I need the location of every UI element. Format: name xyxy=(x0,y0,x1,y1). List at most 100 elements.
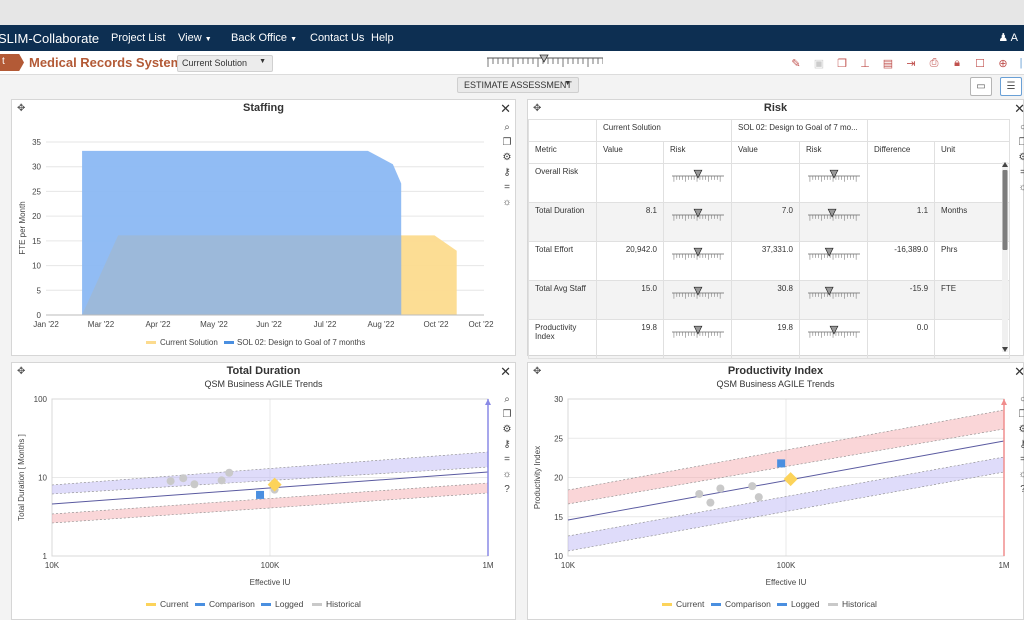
productivity-index-chart: 10 15 20 25 30 10K 100K 1M Effective IU Productiv… xyxy=(533,395,1010,609)
nav-back-office[interactable]: Back Office ▼ xyxy=(231,32,297,44)
help-icon[interactable]: ? xyxy=(1017,484,1024,496)
close-icon[interactable]: ✕ xyxy=(500,101,511,116)
save-icon[interactable]: ▣ xyxy=(813,57,825,70)
pencil-icon[interactable]: ✎ xyxy=(791,57,801,70)
nav-contact-us[interactable]: Contact Us xyxy=(310,32,365,44)
overlap-area xyxy=(82,235,402,315)
lock-icon[interactable]: 🔒︎ xyxy=(954,56,960,69)
key-icon[interactable]: ⚷ xyxy=(503,167,511,178)
zoom-icon[interactable]: ⌕ xyxy=(504,122,510,133)
historical-point xyxy=(179,474,188,483)
historical-point xyxy=(706,498,715,507)
historical-point xyxy=(754,493,763,502)
circle-icon[interactable]: ○ xyxy=(1019,394,1024,405)
risk-sol-gauge-cell xyxy=(798,280,869,320)
risk-sol-value: 7.0 xyxy=(731,202,800,242)
current-marker-arrow xyxy=(485,399,491,405)
nav-help[interactable]: Help xyxy=(371,32,394,44)
copy-icon[interactable]: ❐ xyxy=(1018,137,1024,148)
settings-icon[interactable]: ⚙ xyxy=(1018,152,1024,163)
close-icon[interactable]: ✕ xyxy=(500,364,511,379)
risk-gauge xyxy=(671,169,724,182)
single-view-button[interactable]: ▭ xyxy=(970,77,992,96)
risk-difference: -16,389.0 xyxy=(867,241,936,281)
chat-icon[interactable]: ☐ xyxy=(975,57,985,70)
key-icon[interactable]: ⚷ xyxy=(1019,439,1024,450)
bulb-icon[interactable]: ☼ xyxy=(1018,182,1024,193)
y-tick-label: 20 xyxy=(32,212,41,221)
duration-title: Total Duration xyxy=(226,365,301,377)
settings-icon[interactable]: ⚙ xyxy=(1018,424,1024,435)
circle-icon[interactable]: ○ xyxy=(1019,122,1024,133)
print-icon[interactable]: ⎙ xyxy=(929,56,939,69)
x-tick-label: Apr '22 xyxy=(145,320,171,329)
upper-band-edge xyxy=(567,428,1005,505)
more-icon[interactable]: | xyxy=(1019,57,1023,69)
lower-band-edge xyxy=(567,471,1005,552)
copy-icon[interactable]: ❐ xyxy=(1018,409,1024,420)
scrollbar-thumb[interactable] xyxy=(1002,170,1008,250)
bulb-icon[interactable]: ☼ xyxy=(502,197,512,208)
lower-band-edge xyxy=(51,482,489,515)
solution-select-value: Current Solution xyxy=(182,58,248,68)
settings-icon[interactable]: ⚙ xyxy=(502,152,512,163)
x-axis-label: Effective IU xyxy=(250,578,291,587)
copy-icon[interactable]: ❐ xyxy=(502,137,512,148)
bulb-icon[interactable]: ☼ xyxy=(1018,469,1024,480)
equals-icon[interactable]: = xyxy=(1020,167,1024,178)
risk-sol-gauge-cell xyxy=(798,319,869,359)
dashboard-view-button[interactable]: ☰ xyxy=(1000,77,1022,96)
solution-select[interactable]: Current Solution ▼ xyxy=(177,55,273,72)
user-icon: ♟ xyxy=(998,32,1009,44)
zoom-icon[interactable]: ⌕ xyxy=(504,394,510,405)
y-axis-label: FTE per Month xyxy=(18,201,27,254)
risk-gauge xyxy=(807,169,860,182)
close-icon[interactable]: ✕ xyxy=(1014,364,1024,379)
legend-swatch-logged xyxy=(777,603,787,606)
settings-icon[interactable]: ⚙ xyxy=(502,424,512,435)
x-tick-label: Jun '22 xyxy=(256,320,282,329)
move-icon[interactable]: ✥ xyxy=(533,103,542,114)
risk-col-difference: Difference xyxy=(867,141,936,164)
nav-project-list[interactable]: Project List xyxy=(111,32,166,44)
legend-label-current: Current Solution xyxy=(160,338,218,347)
back-tab[interactable]: t xyxy=(0,54,24,71)
equals-icon[interactable]: = xyxy=(504,454,510,465)
risk-row: Total Avg Staff 15.0 30.8 -15.9 FTE xyxy=(528,280,1011,320)
equals-icon[interactable]: = xyxy=(1020,454,1024,465)
chevron-down-icon: ▼ xyxy=(259,58,266,65)
pin-icon[interactable]: ⊥ xyxy=(860,57,870,70)
slider-handle[interactable] xyxy=(539,54,549,63)
close-icon[interactable]: ✕ xyxy=(1014,101,1024,116)
help-icon[interactable]: ? xyxy=(504,484,510,495)
equals-icon[interactable]: = xyxy=(504,182,510,193)
x-tick-label: 10K xyxy=(561,561,576,570)
y-axis-label: Productivity Index xyxy=(533,446,542,509)
key-icon[interactable]: ⚷ xyxy=(503,439,511,450)
arrow-right-icon[interactable]: ⊕ xyxy=(998,57,1008,70)
lower-band xyxy=(52,483,488,523)
risk-scrollbar[interactable] xyxy=(1002,162,1008,352)
legend-label-logged: Logged xyxy=(275,599,304,609)
estimate-assessment-dropdown[interactable]: ESTIMATE ASSESSMENT ▼ xyxy=(457,77,579,93)
y-tick-label: 20 xyxy=(554,474,563,483)
risk-unit: FTE xyxy=(934,280,1011,320)
copy-icon[interactable]: ❐ xyxy=(837,57,847,70)
nav-view[interactable]: View ▼ xyxy=(178,32,212,44)
x-tick-label: 1M xyxy=(482,561,493,570)
historical-point xyxy=(217,476,226,485)
move-icon[interactable]: ✥ xyxy=(533,366,542,377)
risk-sol-value: 30.8 xyxy=(731,280,800,320)
user-initial: A xyxy=(1010,32,1018,44)
risk-sol-value: 19.8 xyxy=(731,319,800,359)
copy-icon[interactable]: ❐ xyxy=(502,409,512,420)
export-icon[interactable]: ⇥ xyxy=(906,57,916,70)
clipboard-icon[interactable]: ▤ xyxy=(882,57,894,70)
timeline-slider[interactable] xyxy=(487,54,603,68)
bulb-icon[interactable]: ☼ xyxy=(502,469,512,480)
move-icon[interactable]: ✥ xyxy=(17,103,26,114)
brand-name[interactable]: SLIM-Collaborate xyxy=(0,31,100,46)
move-icon[interactable]: ✥ xyxy=(17,366,26,377)
user-menu[interactable]: ♟ A xyxy=(998,31,1018,44)
legend-label-current: Current xyxy=(676,599,705,609)
